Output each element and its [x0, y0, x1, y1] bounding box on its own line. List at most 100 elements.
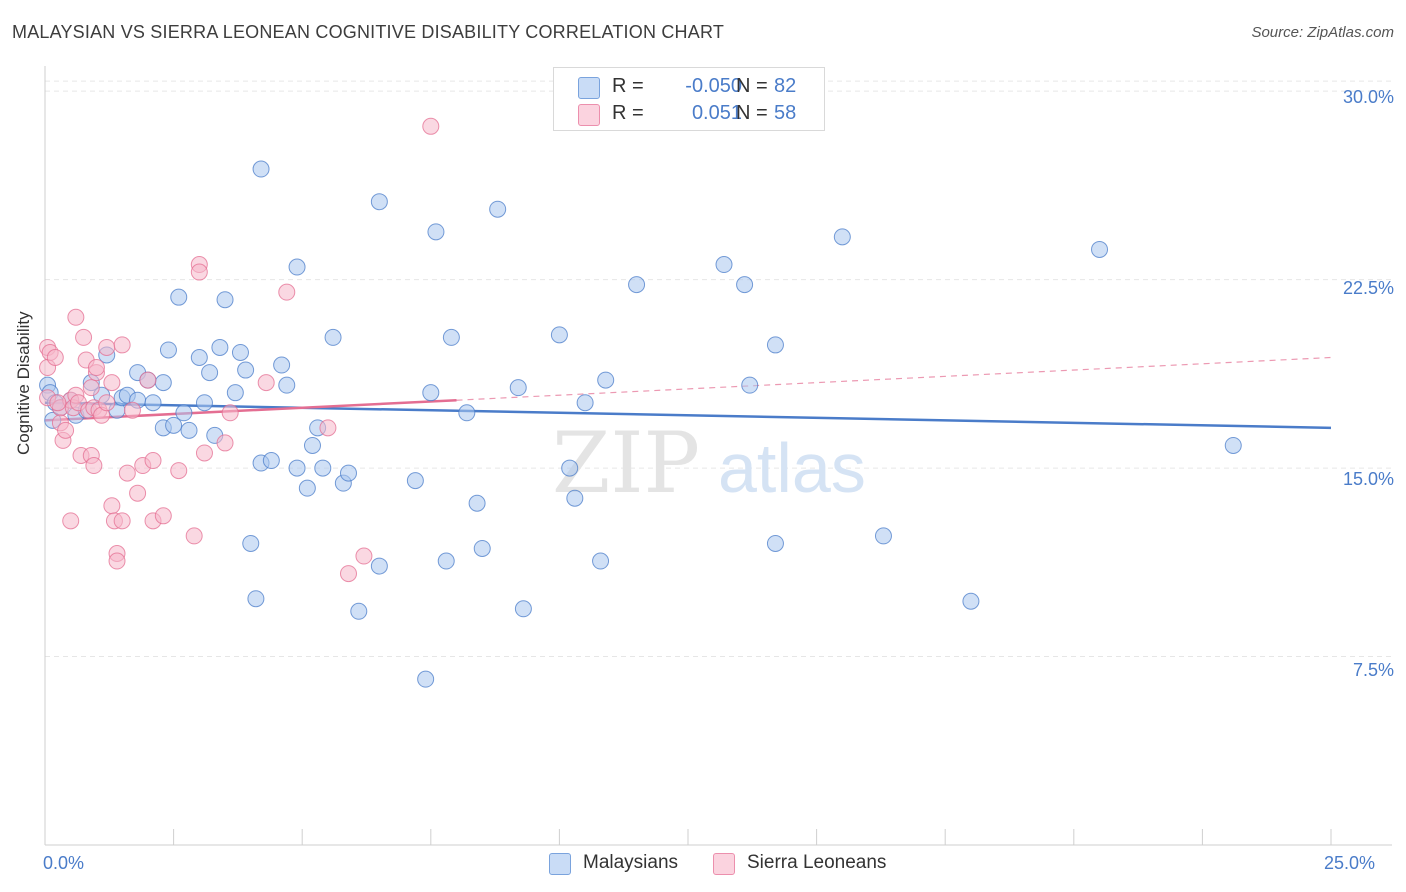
- data-point: [442, 328, 460, 346]
- data-point: [962, 592, 980, 610]
- data-point: [216, 434, 234, 452]
- data-point: [190, 348, 208, 366]
- data-point: [221, 404, 239, 422]
- y-axis-label: Cognitive Disability: [14, 311, 33, 455]
- data-point: [303, 436, 321, 454]
- data-point: [49, 394, 67, 412]
- data-point: [370, 557, 388, 575]
- r-value: -0.050: [685, 75, 742, 97]
- data-point: [458, 404, 476, 422]
- data-point: [422, 384, 440, 402]
- legend-swatch: [713, 853, 735, 875]
- data-point: [427, 223, 445, 241]
- data-point: [242, 534, 260, 552]
- data-point: [628, 276, 646, 294]
- y-tick-label: 7.5%: [1352, 660, 1394, 680]
- source-label: Source: ZipAtlas.com: [1251, 24, 1394, 41]
- data-point: [576, 394, 594, 412]
- data-point: [226, 384, 244, 402]
- data-point: [82, 379, 100, 397]
- data-point: [550, 326, 568, 344]
- data-point: [406, 472, 424, 490]
- data-point: [298, 479, 316, 497]
- n-value: 58: [774, 102, 797, 124]
- data-point: [314, 459, 332, 477]
- data-point: [874, 527, 892, 545]
- r-label: R =: [612, 75, 644, 97]
- data-point: [766, 336, 784, 354]
- data-point: [422, 117, 440, 135]
- data-point: [170, 288, 188, 306]
- x-tick-label: 25.0%: [1324, 853, 1376, 873]
- data-point: [62, 512, 80, 530]
- r-label: R =: [612, 102, 644, 124]
- data-point: [103, 497, 121, 515]
- data-point: [288, 459, 306, 477]
- data-point: [417, 670, 435, 688]
- data-point: [262, 452, 280, 470]
- data-point: [154, 507, 172, 525]
- n-label: N =: [736, 102, 768, 124]
- y-tick-label: 15.0%: [1342, 469, 1394, 489]
- data-point: [98, 338, 116, 356]
- axes: [44, 66, 1392, 846]
- legend-label: Sierra Leoneans: [747, 852, 887, 873]
- data-point: [339, 565, 357, 583]
- data-point: [139, 371, 157, 389]
- data-point: [46, 348, 64, 366]
- data-point: [715, 256, 733, 274]
- data-point: [319, 419, 337, 437]
- data-point: [489, 200, 507, 218]
- data-point: [741, 376, 759, 394]
- data-point: [231, 343, 249, 361]
- data-point: [170, 462, 188, 480]
- data-point: [75, 328, 93, 346]
- n-value: 82: [774, 75, 797, 97]
- data-point: [201, 364, 219, 382]
- data-point: [288, 258, 306, 276]
- data-point: [247, 590, 265, 608]
- data-point: [278, 283, 296, 301]
- data-point: [592, 552, 610, 570]
- data-point: [566, 489, 584, 507]
- data-point: [324, 328, 342, 346]
- data-point: [195, 394, 213, 412]
- data-point: [103, 374, 121, 392]
- data-point: [257, 374, 275, 392]
- data-point: [129, 484, 147, 502]
- chart-title: MALAYSIAN VS SIERRA LEONEAN COGNITIVE DI…: [12, 22, 725, 42]
- data-point: [113, 512, 131, 530]
- data-point: [1091, 240, 1109, 258]
- data-point: [237, 361, 255, 379]
- data-point: [85, 457, 103, 475]
- watermark: ZIP atlas: [552, 414, 866, 512]
- stats-box: R = -0.050 N = 82 R = 0.051 N = 58: [553, 67, 825, 131]
- data-point: [561, 459, 579, 477]
- legend-swatch: [549, 853, 571, 875]
- data-point: [175, 404, 193, 422]
- data-point: [766, 534, 784, 552]
- data-point: [736, 276, 754, 294]
- data-point: [1224, 436, 1242, 454]
- data-point: [216, 291, 234, 309]
- swatch-sierra-leoneans: [578, 104, 600, 126]
- data-point: [437, 552, 455, 570]
- data-point: [87, 359, 105, 377]
- data-point: [185, 527, 203, 545]
- data-point: [190, 263, 208, 281]
- data-point: [118, 464, 136, 482]
- data-point: [195, 444, 213, 462]
- x-tick-label: 0.0%: [43, 853, 85, 873]
- data-point: [98, 394, 116, 412]
- r-value: 0.051: [691, 102, 742, 124]
- data-point: [144, 394, 162, 412]
- watermark-atlas: atlas: [718, 429, 866, 507]
- data-point: [113, 336, 131, 354]
- data-point: [339, 464, 357, 482]
- data-point: [57, 421, 75, 439]
- data-point: [514, 600, 532, 618]
- data-point: [211, 338, 229, 356]
- data-point: [473, 539, 491, 557]
- data-point: [108, 552, 126, 570]
